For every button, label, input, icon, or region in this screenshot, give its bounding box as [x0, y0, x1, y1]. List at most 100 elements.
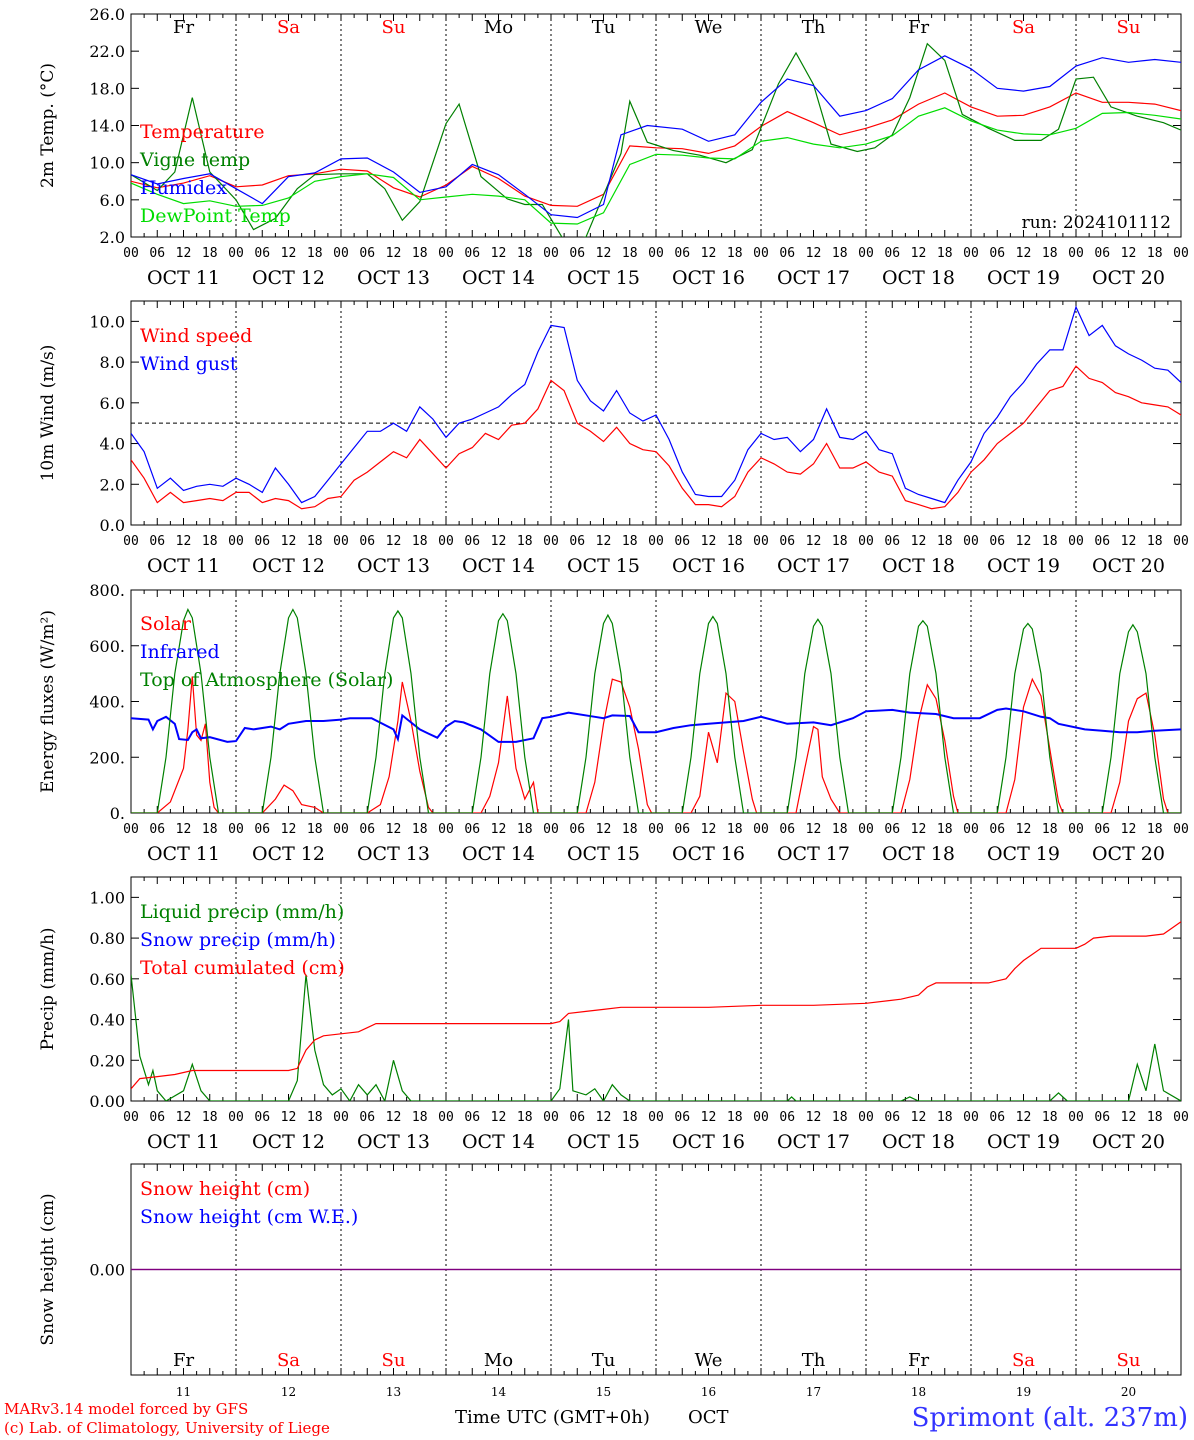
hour-label: 18 — [307, 822, 323, 837]
hour-label: 12 — [1016, 534, 1032, 549]
date-label: OCT 12 — [252, 555, 325, 577]
series-line — [131, 608, 1181, 813]
hour-label: 18 — [1042, 246, 1058, 261]
hour-label: 12 — [1121, 1110, 1137, 1125]
legend-entry: Liquid precip (mm/h) — [140, 901, 344, 923]
date-label: OCT 19 — [987, 1131, 1060, 1153]
weekday-label: Su — [1117, 1350, 1141, 1371]
hour-label: 06 — [359, 246, 375, 261]
day-number-label: 20 — [1121, 1385, 1136, 1399]
hour-label: 12 — [176, 534, 192, 549]
hour-label: 12 — [491, 822, 507, 837]
y-axis-label: Snow height (cm) — [38, 1193, 58, 1345]
hour-label: 12 — [1016, 822, 1032, 837]
hour-label: 00 — [123, 1110, 139, 1125]
hour-label: 12 — [386, 822, 402, 837]
hour-label: 00 — [1173, 1110, 1189, 1125]
hour-label: 06 — [779, 246, 795, 261]
hour-label: 06 — [1094, 246, 1110, 261]
date-label: OCT 16 — [672, 843, 745, 865]
hour-label: 00 — [543, 246, 559, 261]
series-line — [131, 305, 1181, 504]
date-label: OCT 16 — [672, 267, 745, 289]
hour-label: 18 — [1147, 534, 1163, 549]
hour-label: 18 — [412, 1110, 428, 1125]
weekday-label: Mo — [484, 1350, 513, 1371]
weekday-label: We — [695, 1350, 723, 1371]
series-line — [131, 676, 1181, 813]
date-label: OCT 20 — [1092, 555, 1165, 577]
hour-label: 00 — [1173, 534, 1189, 549]
y-tick-label: 800. — [89, 581, 125, 600]
hour-label: 18 — [307, 534, 323, 549]
y-tick-label: 0.60 — [89, 970, 125, 989]
hour-label: 06 — [989, 534, 1005, 549]
hour-label: 00 — [963, 1110, 979, 1125]
hour-label: 12 — [596, 534, 612, 549]
hour-label: 06 — [569, 246, 585, 261]
hour-label: 18 — [727, 822, 743, 837]
hour-label: 18 — [517, 1110, 533, 1125]
weekday-label: Fr — [173, 17, 194, 38]
date-label: OCT 20 — [1092, 267, 1165, 289]
hour-label: 06 — [779, 1110, 795, 1125]
hour-label: 00 — [1173, 246, 1189, 261]
hour-label: 12 — [176, 246, 192, 261]
y-axis-label: Energy fluxes (W/m²) — [38, 610, 58, 793]
hour-label: 12 — [806, 534, 822, 549]
hour-label: 06 — [884, 246, 900, 261]
hour-label: 12 — [1016, 1110, 1032, 1125]
y-tick-label: 6.0 — [100, 394, 125, 413]
hour-label: 18 — [727, 1110, 743, 1125]
hour-label: 00 — [1068, 246, 1084, 261]
date-label: OCT 15 — [567, 1131, 640, 1153]
hour-label: 00 — [228, 534, 244, 549]
y-tick-label: 6.0 — [100, 191, 125, 210]
hour-label: 00 — [963, 246, 979, 261]
hour-label: 18 — [517, 822, 533, 837]
hour-label: 18 — [622, 1110, 638, 1125]
hour-label: 00 — [543, 822, 559, 837]
hour-label: 00 — [1068, 534, 1084, 549]
hour-label: 06 — [149, 1110, 165, 1125]
y-axis-label: 10m Wind (m/s) — [38, 345, 58, 482]
day-number-label: 12 — [281, 1385, 296, 1399]
date-label: OCT 17 — [777, 843, 850, 865]
hour-label: 06 — [674, 246, 690, 261]
hour-label: 06 — [884, 1110, 900, 1125]
hour-label: 18 — [1042, 534, 1058, 549]
hour-label: 00 — [228, 822, 244, 837]
date-label: OCT 15 — [567, 555, 640, 577]
hour-label: 18 — [1042, 1110, 1058, 1125]
hour-label: 18 — [622, 822, 638, 837]
y-tick-label: 400. — [89, 693, 125, 712]
day-number-label: 16 — [701, 1385, 716, 1399]
series-line — [131, 921, 1181, 1090]
hour-label: 00 — [858, 246, 874, 261]
time-axis-month: OCT — [688, 1407, 729, 1428]
legend-entry: Top of Atmosphere (Solar) — [140, 669, 393, 691]
panel-5: 0.00 Snow height (cm) Snow height (cm) Snow… — [38, 1163, 1182, 1376]
hour-label: 18 — [202, 246, 218, 261]
hour-label: 18 — [832, 534, 848, 549]
hour-label: 00 — [543, 1110, 559, 1125]
hour-label: 18 — [307, 1110, 323, 1125]
run-label: run: 2024101112 — [1022, 213, 1171, 233]
weekday-label: Sa — [1012, 1350, 1035, 1371]
hour-label: 00 — [333, 1110, 349, 1125]
hour-label: 18 — [412, 246, 428, 261]
hour-label: 00 — [858, 1110, 874, 1125]
series-line — [131, 365, 1181, 510]
date-label: OCT 19 — [987, 555, 1060, 577]
hour-label: 06 — [569, 1110, 585, 1125]
hour-label: 00 — [543, 534, 559, 549]
hour-label: 12 — [281, 1110, 297, 1125]
hour-label: 00 — [333, 246, 349, 261]
hour-label: 06 — [359, 1110, 375, 1125]
hour-label: 00 — [963, 534, 979, 549]
legend-entry: Snow height (cm W.E.) — [140, 1206, 358, 1228]
hour-label: 18 — [202, 534, 218, 549]
hour-label: 12 — [806, 1110, 822, 1125]
weekday-label: Fr — [908, 1350, 929, 1371]
y-axis-label: 2m Temp. (°C) — [38, 63, 58, 188]
